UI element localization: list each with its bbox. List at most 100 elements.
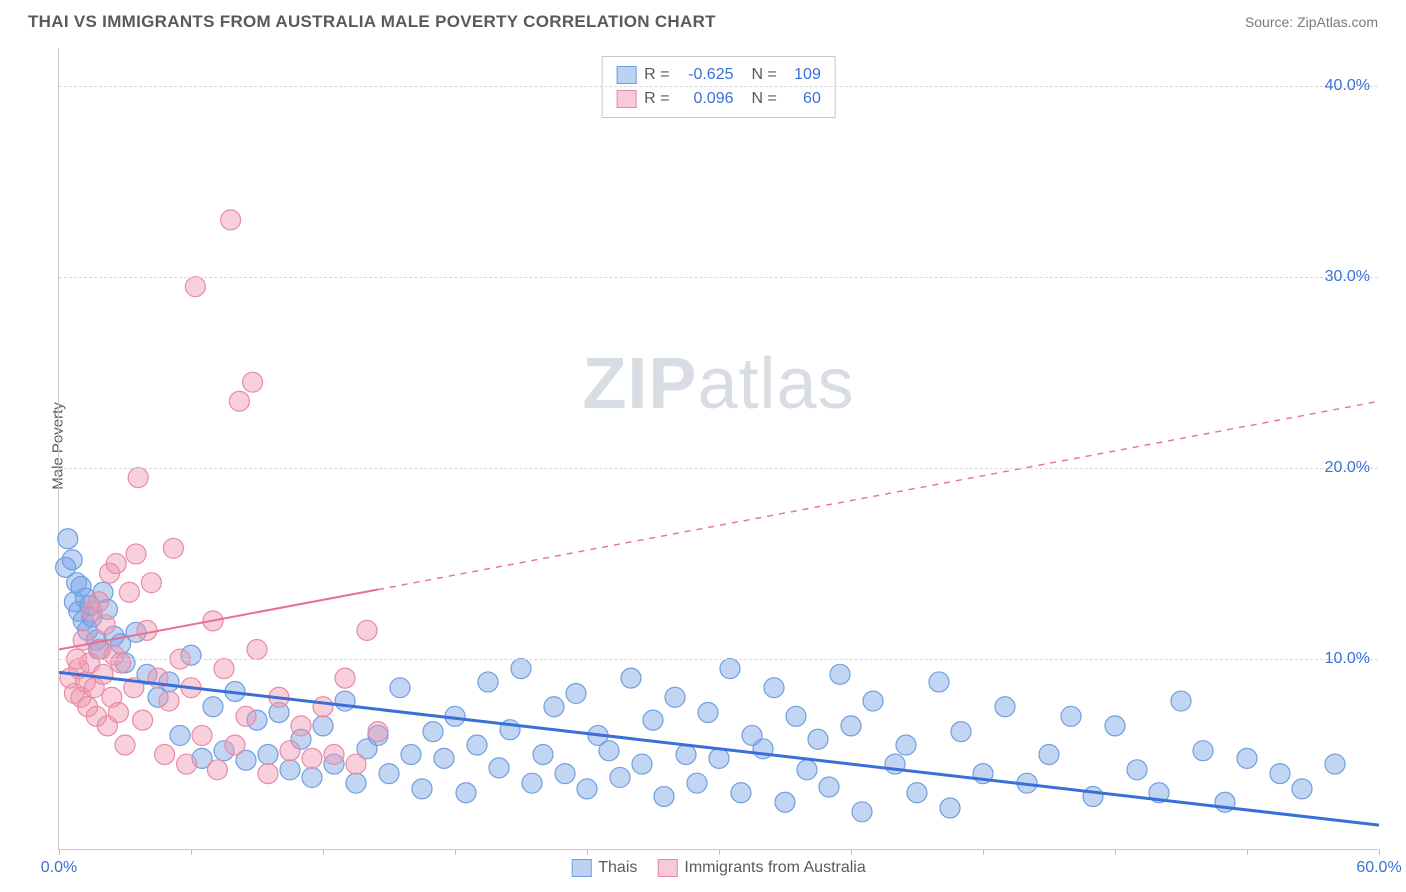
ytick-label: 30.0% [1325, 268, 1370, 286]
data-point [863, 691, 883, 711]
data-point [830, 664, 850, 684]
data-point [93, 664, 113, 684]
data-point [207, 760, 227, 780]
data-point [489, 758, 509, 778]
data-point [643, 710, 663, 730]
data-point [258, 764, 278, 784]
data-point [401, 745, 421, 765]
source-attribution: Source: ZipAtlas.com [1245, 14, 1378, 30]
data-point [412, 779, 432, 799]
data-point [335, 668, 355, 688]
data-point [247, 640, 267, 660]
data-point [1171, 691, 1191, 711]
stats-row-thais: R = -0.625 N = 109 [616, 63, 821, 87]
data-point [106, 554, 126, 574]
ytick-label: 40.0% [1325, 77, 1370, 95]
data-point [533, 745, 553, 765]
data-point [951, 722, 971, 742]
chart-header: THAI VS IMMIGRANTS FROM AUSTRALIA MALE P… [0, 0, 1406, 40]
data-point [1325, 754, 1345, 774]
data-point [434, 748, 454, 768]
data-point [929, 672, 949, 692]
data-point [665, 687, 685, 707]
data-point [185, 277, 205, 297]
data-point [324, 745, 344, 765]
data-point [58, 529, 78, 549]
data-point [654, 787, 674, 807]
data-point [764, 678, 784, 698]
data-point [852, 802, 872, 822]
data-point [346, 754, 366, 774]
data-point [155, 745, 175, 765]
data-point [221, 210, 241, 230]
data-point [141, 573, 161, 593]
gridline [59, 659, 1378, 660]
data-point [229, 391, 249, 411]
data-point [797, 760, 817, 780]
gridline [59, 468, 1378, 469]
data-point [128, 468, 148, 488]
data-point [95, 615, 115, 635]
data-point [456, 783, 476, 803]
data-point [731, 783, 751, 803]
data-point [214, 659, 234, 679]
data-point [62, 550, 82, 570]
data-point [346, 773, 366, 793]
data-point [111, 653, 131, 673]
data-point [108, 703, 128, 723]
data-point [423, 722, 443, 742]
data-point [313, 697, 333, 717]
data-point [478, 672, 498, 692]
xtick [455, 849, 456, 855]
ytick-label: 20.0% [1325, 459, 1370, 477]
data-point [368, 722, 388, 742]
data-point [610, 767, 630, 787]
data-point [896, 735, 916, 755]
swatch-thais [571, 859, 591, 877]
data-point [357, 620, 377, 640]
scatter-plot-svg [59, 48, 1378, 849]
data-point [302, 748, 322, 768]
ytick-label: 10.0% [1325, 650, 1370, 668]
stats-row-immigrants: R = 0.096 N = 60 [616, 87, 821, 111]
data-point [709, 748, 729, 768]
xtick [983, 849, 984, 855]
data-point [599, 741, 619, 761]
swatch-immigrants [616, 90, 636, 108]
data-point [808, 729, 828, 749]
data-point [291, 716, 311, 736]
data-point [511, 659, 531, 679]
swatch-thais [616, 66, 636, 84]
data-point [258, 745, 278, 765]
data-point [841, 716, 861, 736]
data-point [236, 706, 256, 726]
xtick [59, 849, 60, 855]
data-point [566, 683, 586, 703]
xtick [323, 849, 324, 855]
xtick [1247, 849, 1248, 855]
data-point [379, 764, 399, 784]
data-point [335, 691, 355, 711]
data-point [467, 735, 487, 755]
legend-item-immigrants: Immigrants from Australia [657, 859, 865, 877]
data-point [940, 798, 960, 818]
xtick-label: 0.0% [41, 859, 77, 877]
data-point [698, 703, 718, 723]
trend-line-dashed [378, 401, 1379, 589]
data-point [280, 760, 300, 780]
data-point [89, 592, 109, 612]
data-point [995, 697, 1015, 717]
data-point [137, 620, 157, 640]
data-point [687, 773, 707, 793]
data-point [786, 706, 806, 726]
data-point [1039, 745, 1059, 765]
data-point [632, 754, 652, 774]
data-point [555, 764, 575, 784]
data-point [907, 783, 927, 803]
data-point [819, 777, 839, 797]
data-point [126, 544, 146, 564]
data-point [1083, 787, 1103, 807]
xtick [1379, 849, 1380, 855]
data-point [577, 779, 597, 799]
data-point [522, 773, 542, 793]
